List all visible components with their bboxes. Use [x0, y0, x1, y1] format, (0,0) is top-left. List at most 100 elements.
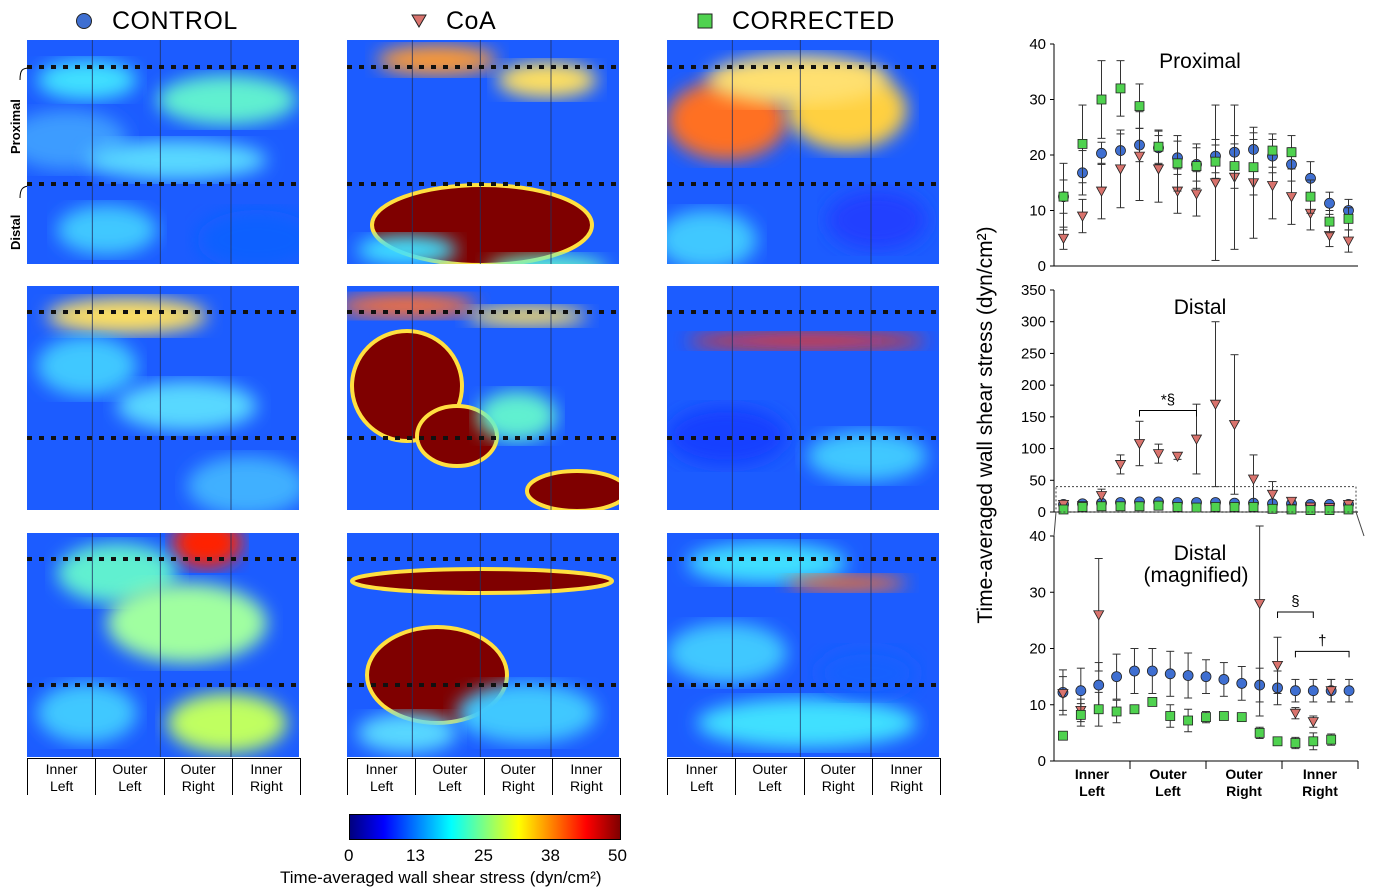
point-corrected: [1305, 505, 1316, 515]
legend-corrected: CORRECTED: [696, 4, 895, 38]
point-control: [1164, 668, 1176, 680]
legend-control-label: CONTROL: [112, 6, 238, 35]
x-region-label: Inner: [1075, 766, 1110, 782]
point-corrected: [1236, 712, 1247, 723]
point-corrected: [1272, 736, 1283, 747]
point-coa: [1342, 236, 1355, 247]
point-control: [1096, 147, 1107, 159]
point-corrected: [1248, 502, 1259, 512]
point-control: [1218, 674, 1230, 685]
wss-map-coa-3: [347, 533, 619, 757]
point-coa: [1209, 178, 1222, 189]
point-corrected: [1165, 711, 1176, 721]
point-corrected: [1058, 191, 1069, 202]
y-tick-label: 30: [1029, 92, 1046, 109]
y-tick-label: 200: [1021, 377, 1046, 394]
point-corrected: [1308, 736, 1319, 747]
wss-map-control-2: [27, 286, 299, 510]
wss-map-coa-1: [347, 40, 619, 264]
point-coa: [1253, 599, 1266, 610]
region-inner-left: Inner Left: [45, 761, 78, 794]
y-tick-label: 0: [1038, 504, 1046, 521]
point-corrected: [1343, 213, 1354, 224]
colorbar-tick-4: 50: [608, 846, 627, 865]
region-row-coa: Inner Left Outer Left Outer Right Inner Righ…: [347, 758, 621, 795]
zoom-connector: [1355, 511, 1365, 537]
colorbar-tick-3: 38: [541, 846, 560, 865]
y-tick-label: 10: [1029, 203, 1046, 220]
point-corrected: [1096, 94, 1107, 105]
point-corrected: [1201, 712, 1211, 723]
coa-triangle-icon: [411, 14, 427, 28]
colorbar: [349, 814, 621, 840]
region-row-corrected: Inner Left Outer Left Outer Right Inner Righ…: [667, 758, 941, 795]
wss-charts: 010203040Proximal050100150200250300350Di…: [974, 36, 1365, 799]
point-coa: [1095, 186, 1108, 197]
wss-map-coa-2: [347, 286, 619, 510]
chart-title: Distal: [1174, 296, 1227, 319]
point-corrected: [1210, 502, 1221, 512]
point-coa: [1133, 439, 1146, 450]
point-corrected: [1343, 504, 1354, 515]
significance-label: †: [1318, 632, 1326, 649]
point-corrected: [1153, 141, 1164, 152]
legend-control: CONTROL: [74, 4, 238, 38]
y-tick-label: 150: [1021, 409, 1046, 426]
y-tick-label: 10: [1029, 697, 1046, 714]
point-corrected: [1286, 504, 1297, 515]
point-control: [1182, 670, 1194, 681]
legend-coa-label: CoA: [446, 6, 497, 35]
point-corrected: [1229, 502, 1240, 512]
legend-coa: CoA: [410, 4, 496, 38]
region-row-control: Inner Left Outer Left Outer Right Inner Righ…: [27, 758, 301, 795]
x-region-label: Inner: [1303, 766, 1338, 782]
point-corrected: [1058, 730, 1068, 741]
point-control: [1093, 679, 1105, 691]
point-corrected: [1286, 147, 1297, 158]
significance-bracket: [1139, 410, 1197, 417]
point-coa: [1190, 434, 1203, 445]
x-region-label: Left: [1155, 783, 1181, 799]
x-region-label: Outer: [1225, 766, 1263, 782]
significance-bracket: [1277, 611, 1314, 618]
point-coa: [1289, 708, 1302, 720]
point-coa: [1266, 489, 1279, 501]
point-coa: [1057, 689, 1069, 700]
point-corrected: [1172, 158, 1183, 169]
region-outer-right: Outer Right: [803, 759, 872, 795]
point-coa: [1285, 496, 1298, 508]
colorbar-tick-0: 0: [344, 846, 354, 865]
wss-map-control-1: [27, 40, 299, 264]
chart-title: Distal: [1174, 542, 1227, 565]
wss-map-corrected-3: [667, 533, 939, 757]
point-control: [1324, 197, 1335, 209]
y-tick-label: 40: [1029, 36, 1046, 53]
colorbar-tick-1: 13: [406, 846, 425, 865]
point-coa: [1114, 460, 1127, 471]
colorbar-tick-2: 25: [474, 846, 493, 865]
point-corrected: [1134, 501, 1145, 512]
point-corrected: [1115, 501, 1126, 512]
point-corrected: [1324, 505, 1335, 515]
region-outer-left: Outer Left: [415, 759, 483, 795]
x-region-label: Left: [1079, 783, 1105, 799]
point-control: [1200, 671, 1212, 683]
point-corrected: [1172, 502, 1183, 512]
y-tick-label: 100: [1021, 441, 1046, 458]
point-corrected: [1153, 500, 1164, 511]
point-control: [1307, 685, 1319, 697]
control-circle-icon: [76, 13, 92, 29]
point-corrected: [1248, 162, 1259, 173]
point-coa: [1228, 420, 1241, 431]
point-coa: [1076, 211, 1089, 222]
distal-side-label: Distal: [8, 214, 23, 250]
region-outer-left: Outer Left: [735, 759, 803, 795]
point-coa: [1325, 686, 1337, 697]
point-corrected: [1191, 502, 1202, 513]
wss-map-corrected-1: [667, 40, 939, 264]
point-control: [1075, 685, 1087, 697]
point-corrected: [1077, 139, 1088, 149]
point-corrected: [1129, 704, 1140, 715]
region-outer-left: Outer Left: [95, 759, 163, 795]
region-inner-left: Inner Left: [685, 761, 718, 794]
